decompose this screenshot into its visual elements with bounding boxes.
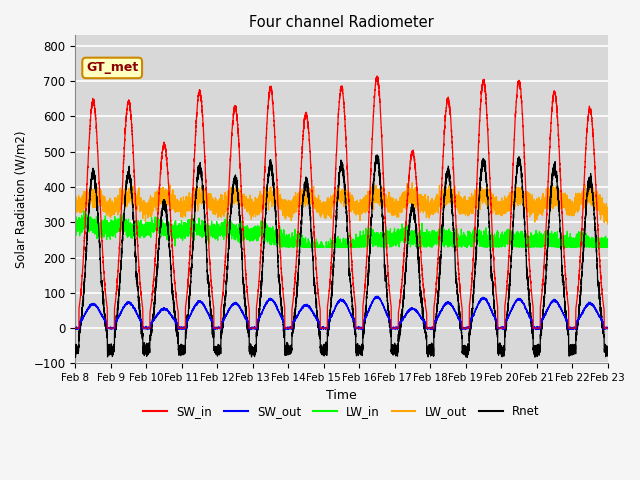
Legend: SW_in, SW_out, LW_in, LW_out, Rnet: SW_in, SW_out, LW_in, LW_out, Rnet <box>139 401 544 423</box>
LW_in <box>582 240 589 246</box>
Line: LW_in: LW_in <box>76 211 607 247</box>
Y-axis label: Solar Radiation (W/m2): Solar Radiation (W/m2) <box>15 131 28 268</box>
LW_in <box>461 243 468 249</box>
SW_in <box>575 279 582 285</box>
SW_in <box>461 325 468 331</box>
Rnet <box>323 346 331 352</box>
Rnet <box>461 347 468 352</box>
SW_out <box>575 316 582 322</box>
LW_in <box>476 227 483 232</box>
Title: Four channel Radiometer: Four channel Radiometer <box>249 15 434 30</box>
SW_out <box>582 305 589 311</box>
LW_in <box>575 242 582 248</box>
LW_out <box>408 180 416 186</box>
Line: SW_in: SW_in <box>76 76 607 328</box>
SW_out <box>252 325 260 331</box>
SW_in <box>72 325 79 331</box>
X-axis label: Time: Time <box>326 389 357 402</box>
Rnet <box>575 304 582 310</box>
SW_out <box>461 325 468 331</box>
LW_in <box>72 223 79 228</box>
LW_out <box>582 192 589 198</box>
LW_in <box>276 244 284 250</box>
LW_in <box>324 244 332 250</box>
SW_in <box>604 325 611 331</box>
SW_in <box>252 325 260 331</box>
Line: Rnet: Rnet <box>76 155 607 358</box>
SW_out <box>374 293 382 299</box>
Line: LW_out: LW_out <box>76 183 607 224</box>
LW_in <box>80 208 88 214</box>
SW_out <box>476 298 483 304</box>
Rnet <box>582 215 589 220</box>
Text: GT_met: GT_met <box>86 61 138 74</box>
SW_out <box>323 325 331 331</box>
Line: SW_out: SW_out <box>76 296 607 329</box>
SW_in <box>582 156 589 162</box>
LW_out <box>575 196 582 202</box>
LW_out <box>252 204 260 210</box>
LW_in <box>252 224 260 230</box>
Rnet <box>604 351 611 357</box>
LW_out <box>72 208 79 214</box>
LW_out <box>604 221 611 227</box>
SW_in <box>323 325 331 331</box>
SW_in <box>373 73 381 79</box>
LW_out <box>461 203 468 209</box>
Rnet <box>252 341 260 347</box>
Rnet <box>463 355 471 360</box>
LW_out <box>604 221 611 227</box>
LW_out <box>476 188 483 194</box>
Rnet <box>476 186 483 192</box>
Rnet <box>374 152 381 158</box>
SW_out <box>604 325 611 331</box>
SW_in <box>476 121 483 127</box>
SW_out <box>72 326 79 332</box>
LW_in <box>604 240 611 245</box>
LW_out <box>323 205 331 211</box>
Rnet <box>72 343 79 349</box>
